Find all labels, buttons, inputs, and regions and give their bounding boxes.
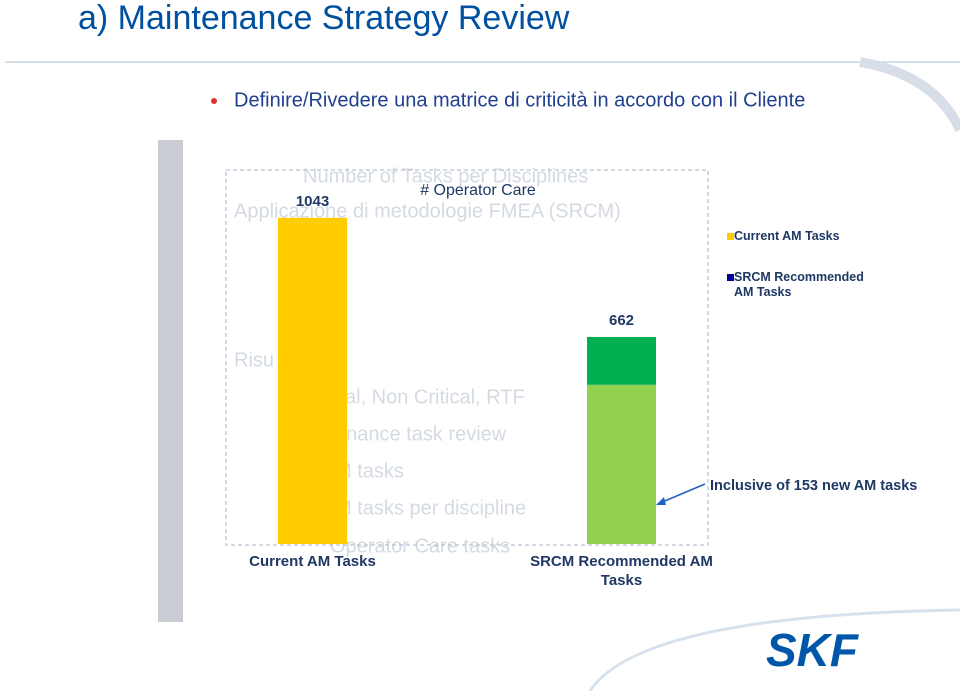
legend-label: Current AM Tasks [734,229,840,243]
legend-label-box: SRCM Recommended AM Tasks [734,270,864,299]
legend-label-box: Current AM Tasks [734,229,840,243]
annotation-arrowhead [656,497,666,505]
bar [587,384,656,544]
background-text: M tasks per discipline [335,497,526,519]
legend-swatch [727,274,734,281]
bar [587,336,656,385]
data-label: 1043 [296,193,329,210]
background-text: M tasks [335,460,404,482]
plot-frame [225,169,709,546]
x-tick-label: SRCM Recommended AM Tasks [530,553,713,589]
bullet-dot [211,98,217,104]
bullet-text: Definire/Rivedere una matrice di critici… [234,89,805,111]
background-photo [158,140,183,622]
annotation: Inclusive of 153 new AM tasks [710,478,917,494]
legend-swatch [727,233,734,240]
annotation-arrow [659,483,706,504]
background-text: enance task review [335,423,507,445]
logo: SKF [766,624,860,676]
background-text: Applicazione di metodologie FMEA (SRCM) [234,200,621,222]
background-text: cal, Non Critical, RTF [335,386,525,408]
slide-title: a) Maintenance Strategy Review [78,0,570,37]
bar [278,217,347,545]
data-label: 662 [609,312,634,329]
footer-curve [588,608,960,691]
legend-label: SRCM Recommended AM Tasks [734,270,864,299]
chart-title: # Operator Care [420,182,536,199]
background-text: Operator Care tasks [330,535,510,557]
x-tick-label: Current AM Tasks [249,553,376,570]
background-text: Number of Tasks per Disciplines [303,165,588,187]
corner-decoration [859,57,960,133]
background-text: Risu [234,349,274,371]
